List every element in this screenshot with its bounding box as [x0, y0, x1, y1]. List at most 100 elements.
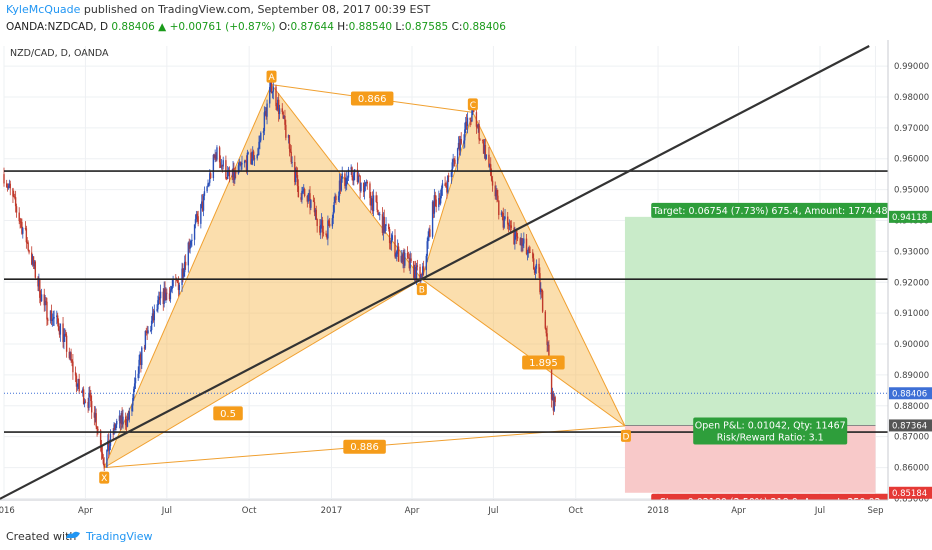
- candle-body: [447, 175, 450, 178]
- candle-body: [350, 167, 352, 170]
- candle-body: [5, 183, 8, 188]
- candle-body: [428, 229, 430, 237]
- candle-body: [260, 132, 262, 141]
- candle-body: [346, 177, 349, 179]
- candle-body: [15, 206, 18, 213]
- price-tag: 0.85184: [889, 486, 932, 499]
- candle-body: [22, 228, 24, 234]
- candle-body: [202, 195, 205, 211]
- candle-body: [377, 210, 379, 215]
- candlestick-series: [3, 72, 556, 472]
- candle-body: [74, 372, 77, 376]
- candle-body: [447, 175, 449, 193]
- candle-body: [63, 334, 65, 342]
- candle-body: [300, 197, 302, 200]
- candle-body: [187, 242, 190, 266]
- candle-body: [278, 108, 281, 115]
- candle-body: [51, 319, 54, 321]
- candle-body: [9, 183, 11, 189]
- candle-body: [81, 391, 83, 393]
- candle-body: [414, 267, 417, 281]
- candle-body: [303, 189, 306, 196]
- candle-body: [496, 189, 498, 196]
- candle-body: [132, 397, 134, 406]
- candle-body: [231, 176, 233, 178]
- candle-body: [201, 201, 203, 205]
- candle-body: [271, 91, 274, 94]
- candle-body: [277, 99, 280, 115]
- candle-body: [39, 297, 42, 302]
- ratio-box: [522, 355, 565, 370]
- x-tick-label: Apr: [78, 506, 93, 516]
- candle-body: [429, 229, 431, 237]
- candle-body: [488, 154, 490, 167]
- candle-body: [158, 297, 160, 301]
- candle-body: [434, 195, 436, 200]
- candle-body: [90, 393, 92, 402]
- candle-body: [143, 347, 146, 349]
- candle-body: [408, 257, 411, 269]
- candle-body: [498, 200, 500, 216]
- candle-body: [303, 189, 305, 191]
- candle-body: [541, 291, 544, 312]
- candle-body: [362, 182, 365, 193]
- candle-body: [522, 243, 524, 246]
- x-tick-label: Jul: [487, 506, 498, 516]
- price-tag-box: [889, 387, 932, 400]
- candle-body: [56, 315, 59, 323]
- candle-body: [322, 232, 325, 234]
- x-tick-label: Apr: [731, 506, 746, 516]
- candle-body: [534, 268, 537, 273]
- candle-body: [427, 236, 429, 242]
- time-axis-bg: [0, 500, 932, 518]
- author-link[interactable]: KyleMcQuade: [6, 3, 81, 16]
- point-marker: [416, 283, 427, 296]
- candle-body: [65, 333, 67, 336]
- candle-body: [75, 375, 78, 387]
- candle-body: [8, 183, 11, 187]
- up-arrow-icon: ▲: [158, 21, 167, 33]
- price-change: +0.00761 (+0.87%): [169, 21, 276, 33]
- candle-body: [158, 297, 161, 299]
- candle-body: [458, 142, 461, 151]
- candle-body: [320, 219, 323, 225]
- price-tag-text: 0.88406: [892, 389, 927, 399]
- candle-body: [277, 99, 279, 110]
- candle-body: [490, 164, 492, 176]
- candle-body: [272, 86, 275, 92]
- candle-body: [182, 268, 184, 277]
- candle-body: [175, 279, 178, 281]
- candle-body: [97, 429, 99, 431]
- candle-body: [327, 220, 329, 239]
- price-chart[interactable]: X A B C D 0.866 0.5 1.895 0.886 Target: 0.06754 …: [0, 40, 932, 518]
- candle-body: [213, 154, 215, 158]
- candle-body: [196, 213, 198, 217]
- candle-body: [57, 322, 60, 331]
- drawn-lines[interactable]: [0, 45, 888, 501]
- candle-body: [233, 168, 235, 180]
- tradingview-brand[interactable]: TradingView: [86, 530, 153, 543]
- x-tick-label: Sep: [867, 506, 883, 516]
- candle-body: [321, 219, 324, 233]
- candle-body: [134, 377, 137, 384]
- candle-body: [62, 323, 64, 342]
- candle-body: [396, 251, 398, 255]
- xab-triangle: [103, 83, 423, 469]
- position-tool[interactable]: [624, 216, 876, 493]
- candle-body: [440, 188, 443, 196]
- candle-body: [209, 173, 212, 179]
- candle-body: [269, 87, 271, 104]
- candle-body: [40, 294, 43, 302]
- candle-body: [515, 230, 517, 235]
- target-label-box: [651, 202, 890, 218]
- candle-body: [131, 405, 133, 412]
- candle-body: [351, 167, 353, 177]
- candle-body: [84, 401, 87, 403]
- candle-body: [208, 182, 210, 184]
- candle-body: [239, 161, 241, 165]
- candle-body: [26, 242, 28, 244]
- candle-body: [478, 124, 480, 140]
- candle-body: [494, 185, 496, 197]
- candle-body: [56, 315, 58, 317]
- candle-body: [32, 256, 35, 267]
